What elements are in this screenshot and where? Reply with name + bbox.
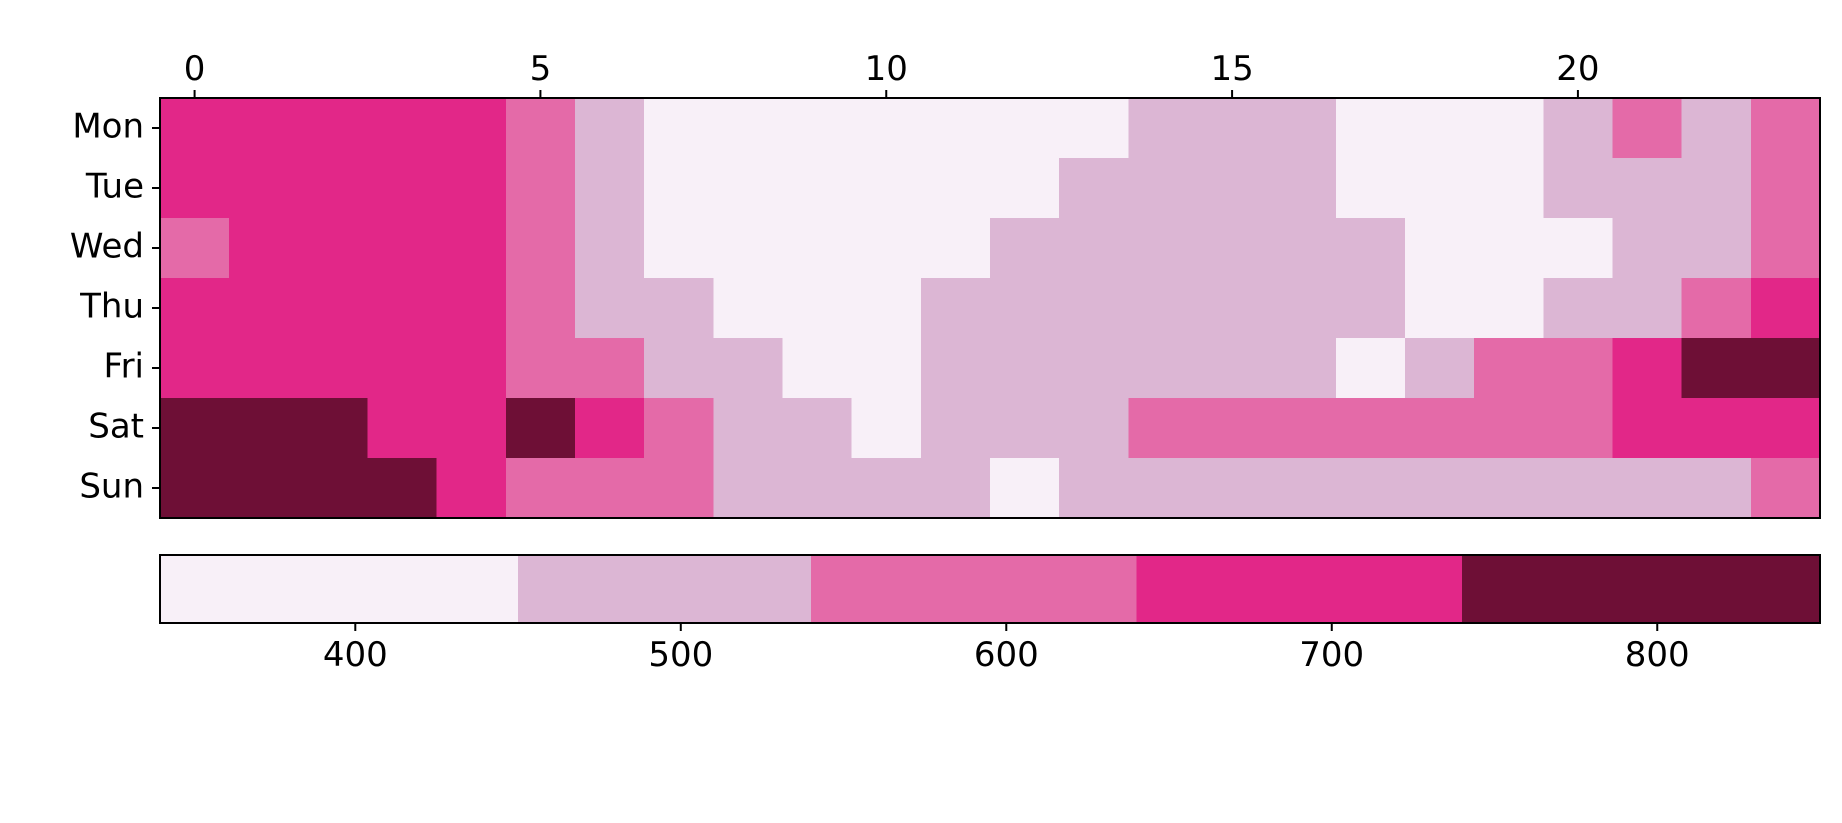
svg-text:600: 600 bbox=[974, 635, 1039, 675]
svg-text:Thu: Thu bbox=[79, 287, 144, 327]
figure: 0 5 10 15 20 Mon Tue Wed Thu Fri Sat Sun 400 500 600 70… bbox=[0, 0, 1842, 823]
heatmap-cells bbox=[160, 98, 1821, 519]
svg-text:400: 400 bbox=[323, 635, 388, 675]
colorbar bbox=[160, 555, 1821, 623]
svg-text:10: 10 bbox=[865, 49, 908, 89]
svg-text:Wed: Wed bbox=[70, 227, 144, 267]
svg-text:Fri: Fri bbox=[103, 347, 144, 387]
svg-text:Mon: Mon bbox=[72, 107, 144, 147]
svg-text:0: 0 bbox=[184, 49, 206, 89]
figure-svg: 0 5 10 15 20 Mon Tue Wed Thu Fri Sat Sun 400 500 600 70… bbox=[0, 0, 1842, 823]
svg-text:800: 800 bbox=[1625, 635, 1690, 675]
svg-text:20: 20 bbox=[1556, 49, 1599, 89]
svg-text:Sun: Sun bbox=[79, 467, 144, 507]
svg-text:5: 5 bbox=[530, 49, 552, 89]
svg-text:Tue: Tue bbox=[85, 167, 144, 207]
svg-text:15: 15 bbox=[1210, 49, 1253, 89]
svg-text:500: 500 bbox=[648, 635, 713, 675]
svg-text:700: 700 bbox=[1299, 635, 1364, 675]
svg-text:Sat: Sat bbox=[88, 407, 144, 447]
